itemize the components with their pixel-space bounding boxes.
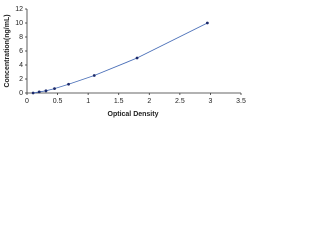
data-point bbox=[37, 90, 41, 94]
data-point bbox=[92, 74, 96, 77]
data-point bbox=[53, 87, 56, 91]
y-axis-title: Concentration(ng/mL) bbox=[4, 14, 11, 87]
y-tick-label: 8 bbox=[19, 34, 23, 41]
data-point bbox=[67, 82, 70, 86]
y-tick-label: 4 bbox=[19, 62, 23, 69]
data-point bbox=[31, 91, 35, 95]
x-tick-label: 2 bbox=[147, 98, 151, 105]
x-tick-label: 2.5 bbox=[175, 98, 185, 105]
x-tick-label: 3.5 bbox=[236, 98, 246, 105]
data-point bbox=[205, 21, 209, 25]
y-tick-label: 6 bbox=[19, 48, 23, 55]
y-tick-label: 0 bbox=[19, 90, 23, 97]
data-point bbox=[44, 89, 48, 93]
y-tick-label: 12 bbox=[15, 6, 23, 13]
data-point bbox=[135, 56, 139, 60]
y-tick-label: 2 bbox=[19, 76, 23, 83]
x-axis-title: Optical Density bbox=[108, 111, 159, 118]
chart: Optical Density Concentration(ng/mL) 0 2 4… bbox=[4, 6, 246, 118]
page: {"chart_data": {"type": "scatter", "x_la… bbox=[3, 5, 246, 118]
x-tick-label: 3 bbox=[208, 98, 212, 105]
x-tick-label: 1.5 bbox=[114, 98, 124, 105]
x-tick-label: 0 bbox=[25, 98, 29, 105]
y-tick-label: 10 bbox=[15, 20, 23, 27]
fit-line bbox=[33, 22, 208, 94]
x-tick-label: 0.5 bbox=[53, 98, 63, 105]
x-tick-label: 1 bbox=[86, 98, 90, 105]
